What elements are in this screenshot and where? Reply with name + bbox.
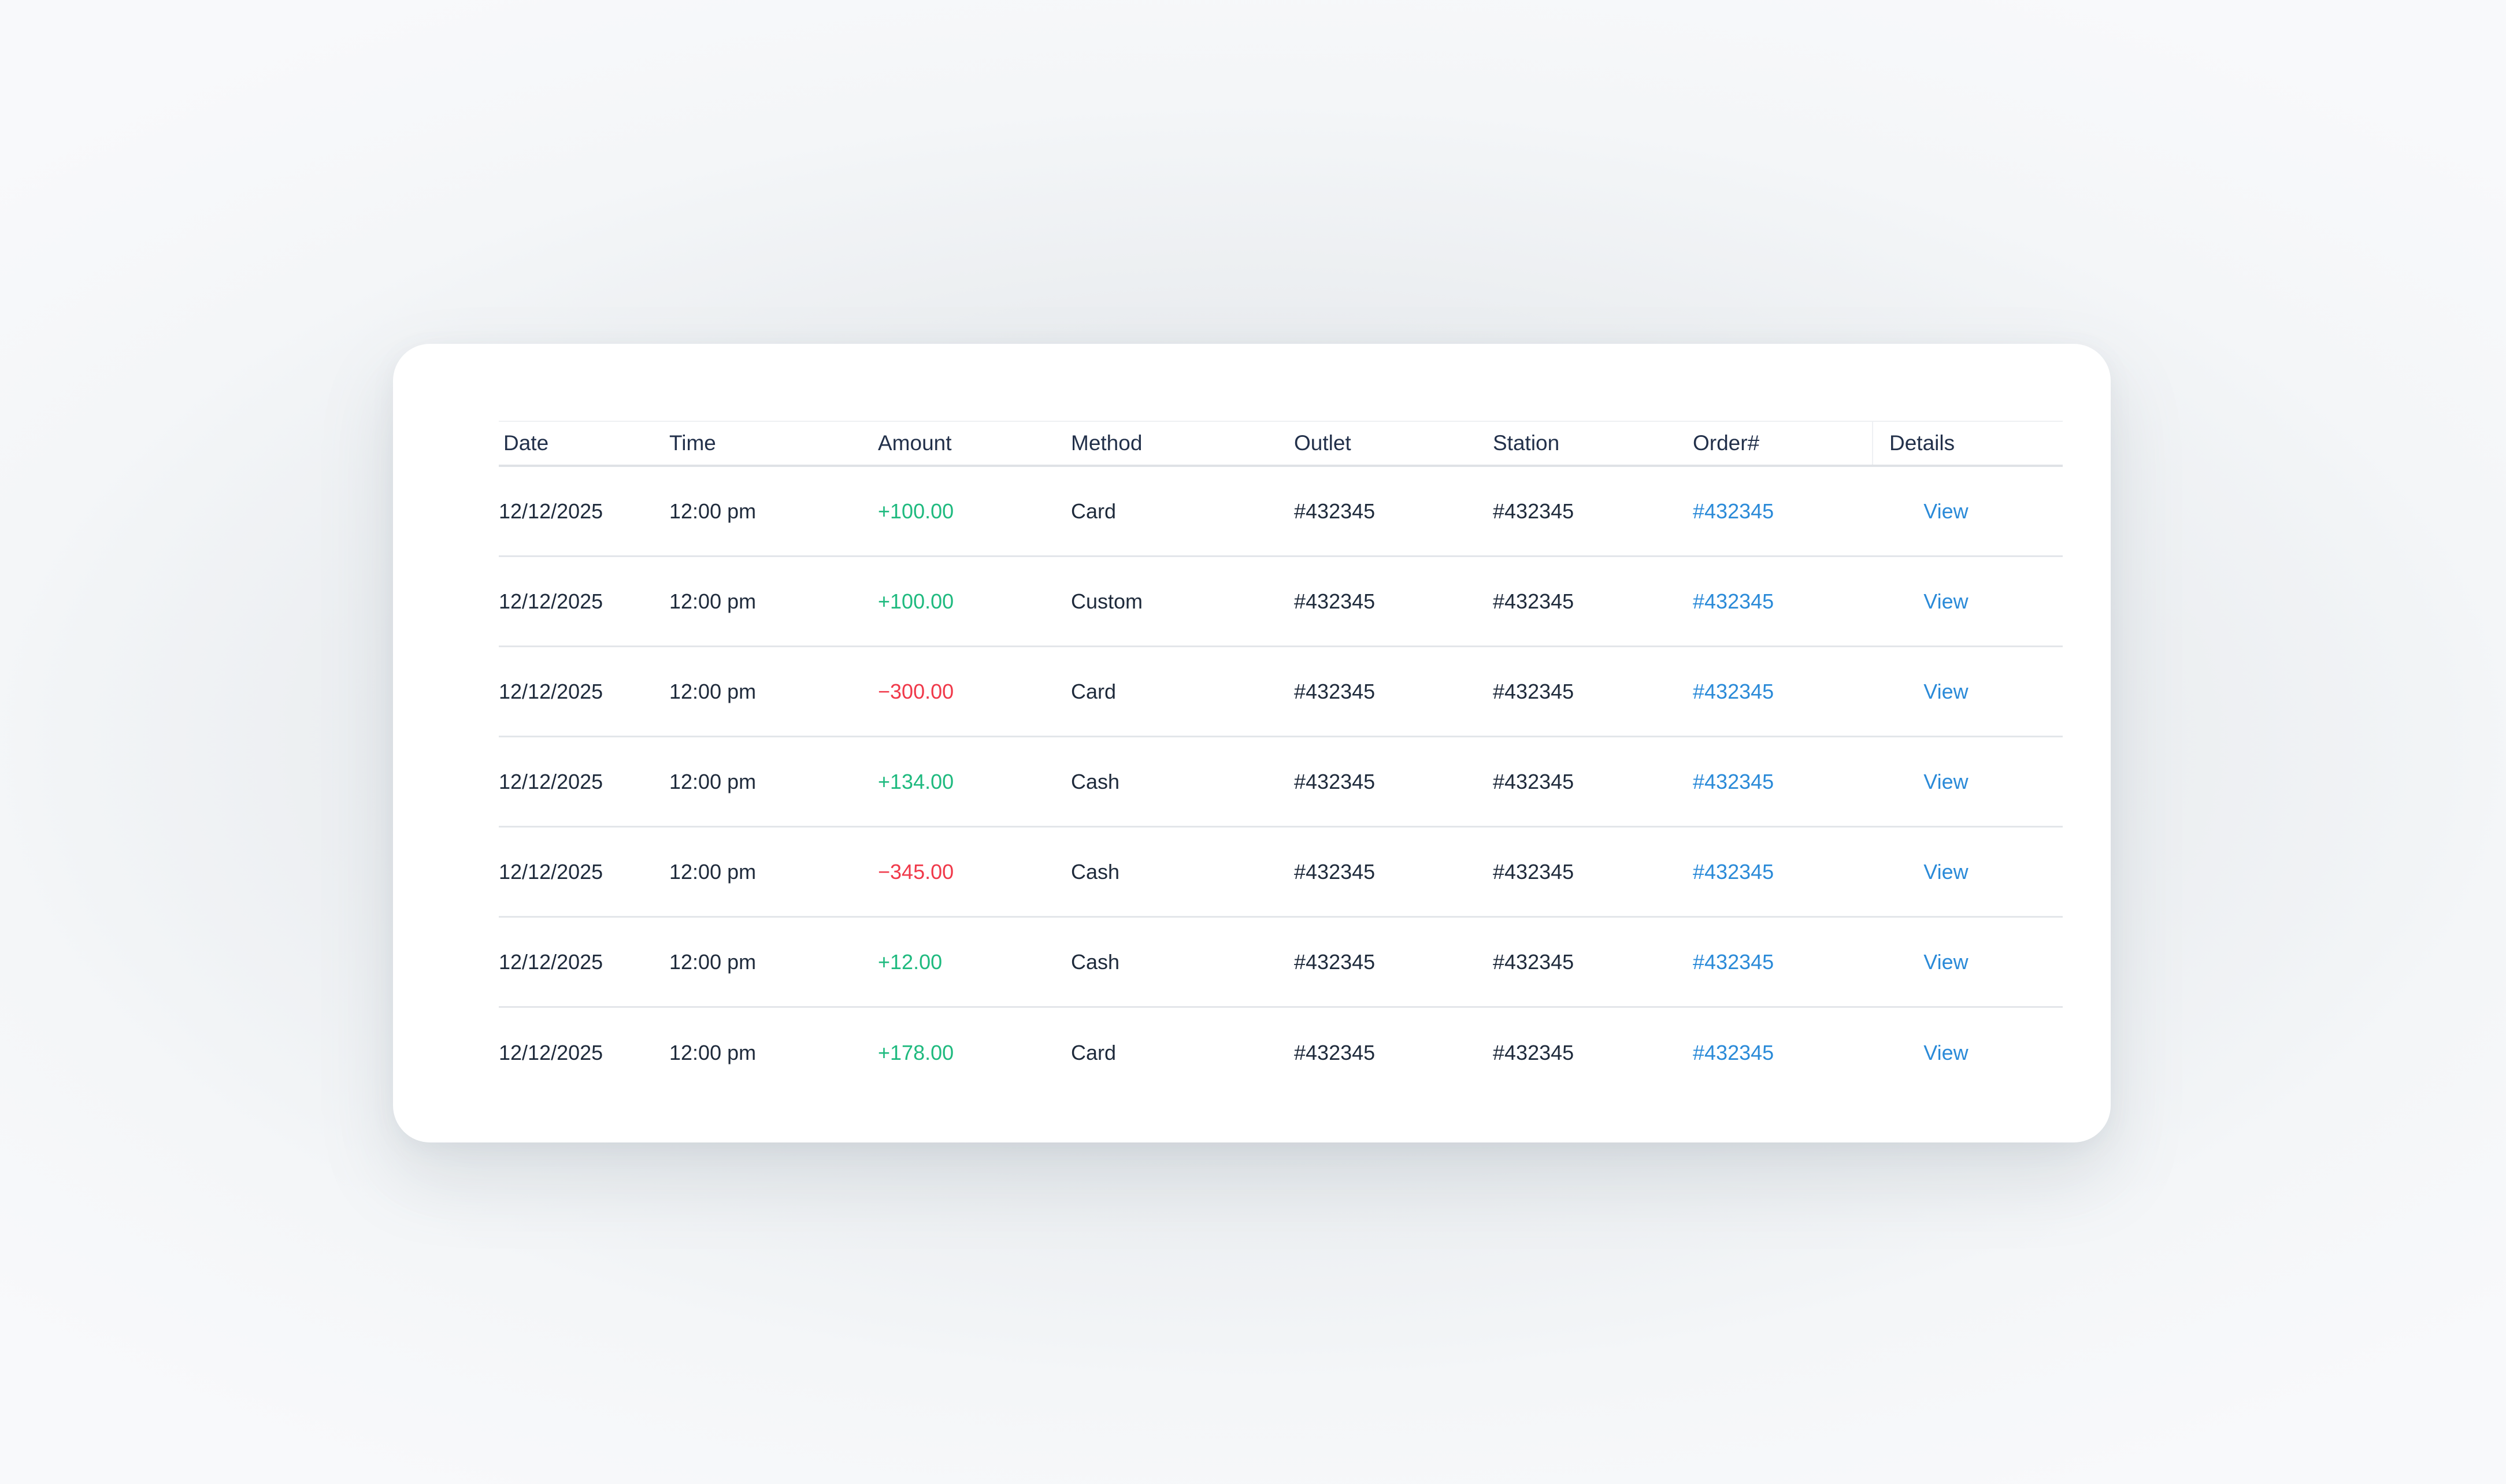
order-link[interactable]: #432345: [1693, 769, 1774, 793]
outlet-cell: #432345: [1294, 589, 1376, 613]
station-cell: #432345: [1493, 769, 1574, 793]
station-cell: #432345: [1493, 949, 1574, 974]
time-cell: 12:00 pm: [669, 769, 757, 793]
table-row: 12/12/2025 12:00 pm +178.00 Card #432345…: [499, 1008, 2063, 1098]
order-link[interactable]: #432345: [1693, 1041, 1774, 1064]
column-header-details: Details: [1889, 431, 1955, 455]
table-row: 12/12/2025 12:00 pm +100.00 Card #432345…: [499, 467, 2063, 557]
station-cell: #432345: [1493, 589, 1574, 613]
outlet-cell: #432345: [1294, 1041, 1376, 1064]
column-header-amount[interactable]: Amount: [878, 431, 952, 455]
view-details-link[interactable]: View: [1923, 589, 1969, 613]
date-cell: 12/12/2025: [499, 1041, 603, 1064]
outlet-cell: #432345: [1294, 679, 1376, 703]
view-details-link[interactable]: View: [1923, 679, 1969, 703]
outlet-cell: #432345: [1294, 949, 1376, 974]
outlet-cell: #432345: [1294, 859, 1376, 884]
table-header-row: Date Time Amount Method Outlet Station O…: [499, 421, 2063, 467]
method-cell: Cash: [1071, 769, 1120, 793]
time-cell: 12:00 pm: [669, 679, 757, 703]
transactions-table: Date Time Amount Method Outlet Station O…: [499, 421, 2063, 1098]
date-cell: 12/12/2025: [499, 859, 603, 884]
time-cell: 12:00 pm: [669, 949, 757, 974]
transactions-card: Date Time Amount Method Outlet Station O…: [393, 344, 2111, 1142]
method-cell: Custom: [1071, 589, 1143, 613]
order-link[interactable]: #432345: [1693, 949, 1774, 974]
method-cell: Card: [1071, 679, 1117, 703]
date-cell: 12/12/2025: [499, 499, 603, 523]
order-link[interactable]: #432345: [1693, 859, 1774, 884]
amount-cell: −300.00: [878, 679, 954, 703]
view-details-link[interactable]: View: [1923, 859, 1969, 884]
order-link[interactable]: #432345: [1693, 679, 1774, 703]
amount-cell: +100.00: [878, 499, 954, 523]
amount-cell: +12.00: [878, 949, 943, 974]
date-cell: 12/12/2025: [499, 589, 603, 613]
table-row: 12/12/2025 12:00 pm −300.00 Card #432345…: [499, 647, 2063, 737]
order-link[interactable]: #432345: [1693, 499, 1774, 523]
column-header-order[interactable]: Order#: [1693, 431, 1760, 455]
column-header-station[interactable]: Station: [1493, 431, 1560, 455]
time-cell: 12:00 pm: [669, 1041, 757, 1064]
date-cell: 12/12/2025: [499, 679, 603, 703]
view-details-link[interactable]: View: [1923, 499, 1969, 523]
method-cell: Card: [1071, 1041, 1117, 1064]
amount-cell: −345.00: [878, 859, 954, 884]
view-details-link[interactable]: View: [1923, 769, 1969, 793]
station-cell: #432345: [1493, 859, 1574, 884]
table-row: 12/12/2025 12:00 pm +12.00 Cash #432345 …: [499, 918, 2063, 1008]
method-cell: Cash: [1071, 859, 1120, 884]
time-cell: 12:00 pm: [669, 589, 757, 613]
station-cell: #432345: [1493, 679, 1574, 703]
method-cell: Cash: [1071, 949, 1120, 974]
amount-cell: +178.00: [878, 1041, 954, 1064]
amount-cell: +100.00: [878, 589, 954, 613]
time-cell: 12:00 pm: [669, 859, 757, 884]
time-cell: 12:00 pm: [669, 499, 757, 523]
column-divider: [1872, 422, 1873, 465]
date-cell: 12/12/2025: [499, 769, 603, 793]
column-header-method[interactable]: Method: [1071, 431, 1143, 455]
station-cell: #432345: [1493, 1041, 1574, 1064]
table-row: 12/12/2025 12:00 pm +134.00 Cash #432345…: [499, 737, 2063, 828]
table-row: 12/12/2025 12:00 pm +100.00 Custom #4323…: [499, 557, 2063, 647]
column-header-outlet[interactable]: Outlet: [1294, 431, 1351, 455]
column-header-date[interactable]: Date: [503, 431, 549, 455]
view-details-link[interactable]: View: [1923, 949, 1969, 974]
outlet-cell: #432345: [1294, 499, 1376, 523]
column-header-time[interactable]: Time: [669, 431, 716, 455]
table-row: 12/12/2025 12:00 pm −345.00 Cash #432345…: [499, 828, 2063, 918]
method-cell: Card: [1071, 499, 1117, 523]
date-cell: 12/12/2025: [499, 949, 603, 974]
view-details-link[interactable]: View: [1923, 1041, 1969, 1064]
amount-cell: +134.00: [878, 769, 954, 793]
outlet-cell: #432345: [1294, 769, 1376, 793]
order-link[interactable]: #432345: [1693, 589, 1774, 613]
station-cell: #432345: [1493, 499, 1574, 523]
